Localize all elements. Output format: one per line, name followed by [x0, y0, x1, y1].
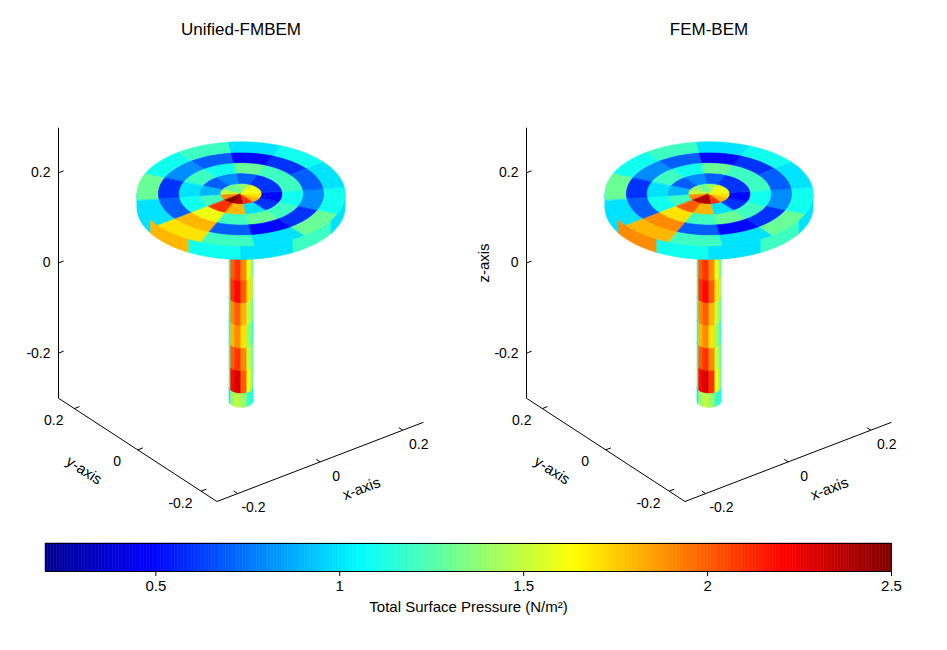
svg-text:0.2: 0.2 [499, 164, 519, 180]
svg-text:0.2: 0.2 [877, 436, 897, 452]
svg-text:1: 1 [336, 577, 344, 594]
svg-text:0.2: 0.2 [409, 436, 429, 452]
svg-text:0: 0 [581, 453, 589, 469]
svg-text:y-axis: y-axis [531, 452, 573, 488]
svg-text:y-axis: y-axis [63, 452, 105, 488]
svg-text:0: 0 [113, 453, 121, 469]
svg-text:2: 2 [703, 577, 711, 594]
svg-text:2.5: 2.5 [881, 577, 902, 594]
svg-text:1.5: 1.5 [513, 577, 534, 594]
svg-text:-0.2: -0.2 [709, 499, 733, 515]
svg-text:-0.2: -0.2 [241, 499, 265, 515]
svg-text:Unified-FMBEM: Unified-FMBEM [181, 20, 301, 39]
svg-text:0: 0 [332, 468, 340, 484]
svg-text:0: 0 [800, 468, 808, 484]
svg-text:0.2: 0.2 [512, 412, 532, 428]
svg-text:0.2: 0.2 [44, 412, 64, 428]
svg-text:z-axis: z-axis [475, 243, 492, 282]
svg-text:-0.2: -0.2 [636, 495, 660, 511]
svg-text:-0.2: -0.2 [494, 345, 518, 361]
svg-text:0.5: 0.5 [145, 577, 166, 594]
svg-text:x-axis: x-axis [340, 473, 383, 503]
svg-text:0.2: 0.2 [31, 164, 51, 180]
svg-text:FEM-BEM: FEM-BEM [670, 20, 748, 39]
svg-text:-0.2: -0.2 [168, 495, 192, 511]
svg-text:0: 0 [511, 254, 519, 270]
svg-text:-0.2: -0.2 [26, 345, 50, 361]
svg-text:x-axis: x-axis [808, 473, 851, 503]
svg-text:Total Surface Pressure (N/m²): Total Surface Pressure (N/m²) [369, 598, 567, 615]
svg-text:0: 0 [43, 254, 51, 270]
